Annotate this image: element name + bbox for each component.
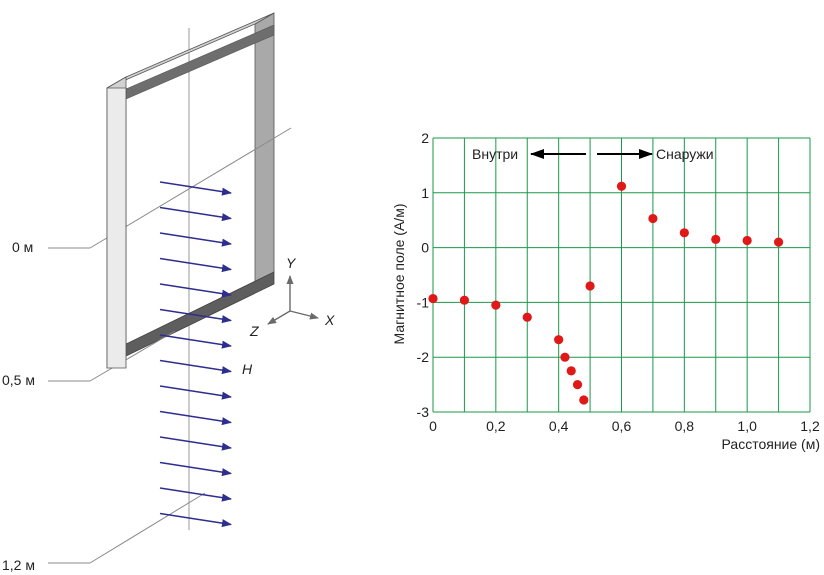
y-tick-label: 2 (421, 130, 429, 146)
field-arrow (159, 308, 232, 324)
frame-top-bar (106, 12, 275, 89)
field-arrows (159, 181, 232, 528)
data-point (428, 293, 438, 304)
inside-label: Внутри (472, 146, 518, 162)
x-tick-label: 0,4 (549, 418, 569, 434)
data-point (585, 281, 595, 291)
outside-label: Снаружи (656, 146, 714, 162)
field-arrow (159, 359, 232, 375)
data-point (459, 295, 470, 305)
field-arrow (159, 232, 232, 247)
distance-label-05: 0,5 м (2, 372, 35, 388)
frame-top-inner (125, 24, 275, 100)
field-arrow (159, 487, 232, 502)
x-tick-label: 0,6 (612, 418, 632, 434)
data-point (742, 235, 752, 246)
loop-diagram: 0 м 0,5 м 1,2 м Y X Z H (2, 12, 335, 573)
data-point (491, 300, 501, 310)
data-point (648, 213, 658, 224)
frame-left-face (106, 87, 127, 369)
x-tick-label: 1,0 (737, 418, 757, 434)
x-axis-label: X (324, 312, 335, 328)
chart-grid (432, 137, 811, 413)
y-tick-label: 0 (421, 240, 429, 256)
plane-line-12 (89, 492, 206, 564)
y-axis-label: Y (286, 255, 297, 271)
data-point (572, 380, 583, 390)
field-arrow (159, 461, 232, 477)
x-axis-arrow (289, 310, 319, 320)
x-tick-label: 0,2 (486, 418, 506, 434)
field-arrow (159, 436, 232, 451)
data-point (711, 234, 721, 244)
y-tick-label: -1 (417, 294, 430, 310)
field-arrow (159, 334, 232, 349)
data-point (560, 352, 570, 362)
distance-label-12: 1,2 м (2, 557, 35, 573)
x-tick-label: 1,2 (800, 418, 820, 434)
y-tick-label: -2 (417, 349, 430, 365)
data-point (579, 395, 589, 405)
z-axis-label: Z (249, 323, 259, 339)
data-point (679, 228, 689, 238)
y-tick-label: 1 (421, 185, 429, 201)
plane-line-05 (89, 330, 176, 382)
x-axis-title: Расстояние (м) (722, 436, 820, 452)
data-point (773, 237, 784, 247)
data-point (522, 312, 532, 322)
x-tick-label: 0,8 (675, 418, 695, 434)
data-point (554, 335, 564, 345)
chart: 0 0,2 0,4 0,6 0,8 1,0 1,2 2 1 0 -1 -2 -3 Внутри Снар… (391, 130, 820, 452)
field-arrow (159, 257, 232, 273)
field-arrow (159, 206, 232, 222)
chart-ticks: 0 0,2 0,4 0,6 0,8 1,0 1,2 2 1 0 -1 -2 -3 (417, 130, 820, 434)
field-label: H (242, 361, 253, 377)
field-arrow (159, 410, 232, 426)
field-arrow (159, 385, 232, 400)
field-arrow (159, 283, 232, 298)
y-tick-label: -3 (417, 404, 430, 420)
distance-label-0: 0 м (12, 239, 33, 255)
chart-points (428, 181, 784, 405)
field-arrow (159, 512, 232, 528)
data-point (566, 366, 576, 376)
frame-right-post (254, 12, 275, 285)
field-arrow (159, 181, 232, 196)
frame-bottom-bar (125, 271, 275, 357)
data-point (616, 181, 627, 191)
y-axis-title: Магнитное поле (А/м) (391, 204, 407, 345)
z-axis-arrow (267, 310, 291, 325)
x-tick-label: 0 (429, 418, 437, 434)
